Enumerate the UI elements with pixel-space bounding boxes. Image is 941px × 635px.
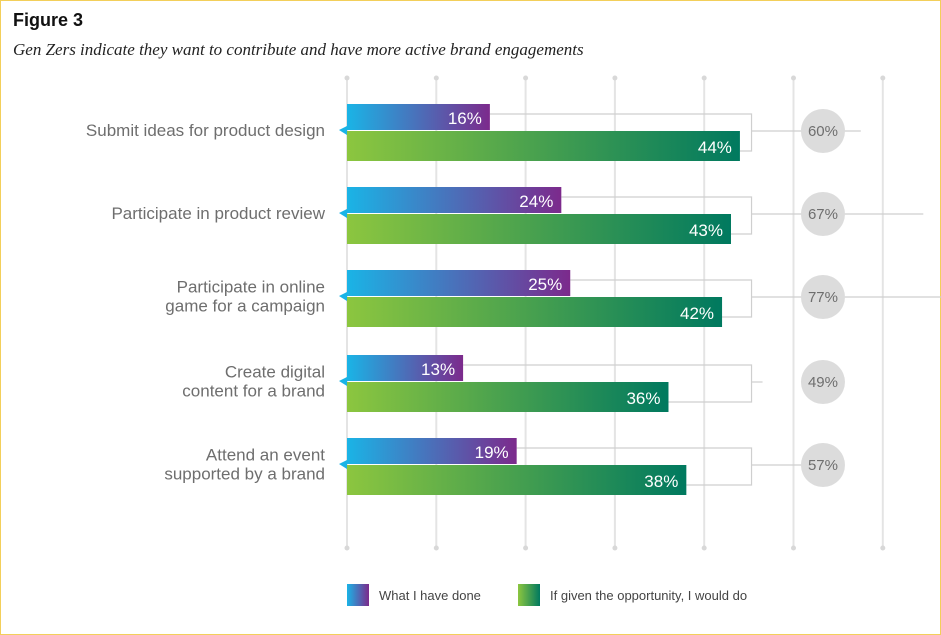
category-label: Attend an event <box>206 446 325 465</box>
total-value: 60% <box>808 123 838 140</box>
bar-value-would-do: 36% <box>626 389 660 408</box>
bar-pointer <box>339 460 347 469</box>
figure-label: Figure 3 <box>13 10 84 30</box>
bar-done <box>347 104 490 130</box>
bracket-connector <box>463 364 753 403</box>
category-label: game for a campaign <box>165 297 325 316</box>
bracket-connector <box>516 447 753 486</box>
category-label: Participate in online <box>177 278 325 297</box>
bar-done <box>347 438 517 464</box>
gridline-cap <box>791 545 796 551</box>
total-circle <box>800 109 845 153</box>
bar-pointer <box>339 126 347 135</box>
gridline-cap <box>612 75 618 81</box>
total-value: 67% <box>808 206 838 223</box>
bracket-connector <box>489 113 753 152</box>
gridline-cap <box>612 545 618 551</box>
bar-would-do <box>347 465 687 495</box>
total-value: 77% <box>808 289 838 306</box>
bar-value-would-do: 42% <box>680 304 714 323</box>
bar-pointer <box>339 209 347 218</box>
legend-label: What I have done <box>379 588 481 603</box>
gridline-cap <box>701 545 707 551</box>
bar-pointer <box>339 292 347 301</box>
bar-done <box>347 355 464 381</box>
gridline-cap <box>344 545 350 551</box>
bracket-connector <box>570 279 753 318</box>
gridline-cap <box>523 75 529 81</box>
chart-title: Gen Zers indicate they want to contribut… <box>13 40 584 59</box>
gridline-cap <box>433 75 439 81</box>
bar-would-do <box>347 214 731 244</box>
category-label: Create digital <box>225 363 325 382</box>
bar-value-would-do: 43% <box>689 221 723 240</box>
total-circle <box>800 443 845 487</box>
bar-value-would-do: 38% <box>644 472 678 491</box>
bar-value-done: 24% <box>519 192 553 211</box>
bar-pointer <box>339 377 347 386</box>
bar-value-done: 19% <box>475 443 509 462</box>
legend-swatch <box>347 584 369 606</box>
legend-swatch <box>518 584 540 606</box>
bar-value-done: 25% <box>528 275 562 294</box>
gridline-cap <box>791 75 796 81</box>
total-value: 49% <box>808 374 838 391</box>
gridline-cap <box>523 545 529 551</box>
category-label: Participate in product review <box>111 204 325 223</box>
gridline-cap <box>433 545 439 551</box>
legend-label: If given the opportunity, I would do <box>550 588 747 603</box>
bar-done <box>347 187 562 213</box>
gridline-cap <box>880 75 886 81</box>
bar-value-done: 16% <box>448 109 482 128</box>
gridline-cap <box>880 545 886 551</box>
bar-would-do <box>347 131 740 161</box>
category-label: content for a brand <box>182 382 325 401</box>
bar-would-do <box>347 382 669 412</box>
bar-done <box>347 270 571 296</box>
bar-would-do <box>347 297 723 327</box>
total-circle <box>800 192 845 236</box>
total-circle <box>800 275 845 319</box>
gridline-cap <box>701 75 707 81</box>
category-label: Submit ideas for product design <box>86 121 325 140</box>
bracket-connector <box>561 196 753 235</box>
category-label: supported by a brand <box>164 465 325 484</box>
total-value: 57% <box>808 457 838 474</box>
bar-value-would-do: 44% <box>698 138 732 157</box>
bar-value-done: 13% <box>421 360 455 379</box>
total-circle <box>800 360 845 404</box>
gridline-cap <box>344 75 350 81</box>
